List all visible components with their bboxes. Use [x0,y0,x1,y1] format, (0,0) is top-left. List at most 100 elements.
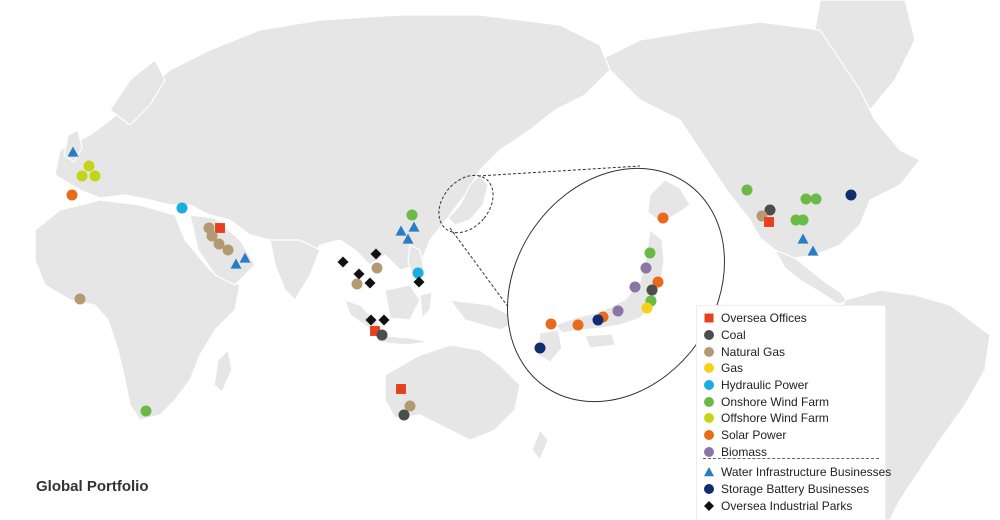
marker-biomass [629,281,641,293]
marker-natgas [74,293,86,305]
legend-item-onshore: Onshore Wind Farm [703,394,829,410]
land-sulawesi [419,291,433,320]
marker-coal [398,409,410,421]
inset-land [537,179,691,363]
map-markers [66,146,857,421]
marker-onshore [140,405,152,417]
legend-natgas-icon [704,347,714,357]
land-new-zealand [531,428,549,462]
marker-water [797,233,809,244]
marker-biomass [640,262,652,274]
land-central-america [773,248,850,305]
marker-offshore [89,170,101,182]
marker-water [408,221,420,232]
marker-park [365,314,377,326]
marker-solar [652,276,664,288]
inset-hokkaido [647,179,691,223]
land-india [269,239,321,301]
land-sumatra [344,299,381,331]
land-madagascar [213,348,233,393]
marker-coal [764,204,776,216]
legend-label: Storage Battery Businesses [721,482,870,496]
legend-item-coal: Coal [703,327,746,343]
land-north-america [598,21,921,259]
legend: Oversea Offices Coal Natural Gas Gas Hydraul… [697,306,891,520]
marker-water [239,252,251,263]
legend-item-gas: Gas [703,360,743,376]
marker-hydro [176,202,188,214]
legend-separator [703,458,879,459]
marker-water [807,245,819,256]
legend-solar-icon [704,430,714,440]
marker-offshore [76,170,88,182]
marker-natgas [206,230,218,242]
marker-onshore [797,214,809,226]
marker-hydro [412,267,424,279]
land-java [374,334,431,346]
land-japan [447,174,489,226]
legend-offshore-icon [704,413,714,423]
marker-battery [845,189,857,201]
legend-label: Oversea Offices [721,311,807,325]
legend-item-natgas: Natural Gas [703,344,785,360]
marker-onshore [644,247,656,259]
legend-park-icon [704,501,714,511]
marker-park [378,314,390,326]
land-scandinavia [109,59,166,126]
marker-park [364,277,376,289]
marker-natgas [213,238,225,250]
marker-natgas [404,400,416,412]
legend-label: Oversea Industrial Parks [721,499,853,513]
legend-label: Biomass [721,445,768,459]
marker-battery [534,342,546,354]
legend-label: Gas [721,361,744,375]
marker-coal [376,329,388,341]
legend-hydro-icon [704,380,714,390]
inset-connector-top [477,165,641,177]
legend-item-offshore: Offshore Wind Farm [703,410,829,426]
land-borneo [384,284,421,321]
legend-label: Hydraulic Power [721,378,809,392]
land-masses [34,0,991,520]
marker-water [395,225,407,236]
marker-natgas [351,278,363,290]
marker-water [67,146,79,157]
marker-coal [646,284,658,296]
marker-onshore [406,209,418,221]
marker-solar [545,318,557,330]
legend-item-hydro: Hydraulic Power [703,377,808,393]
marker-water [402,233,414,244]
marker-office [764,217,774,227]
marker-office [370,326,380,336]
legend-label: Natural Gas [721,345,786,359]
japan-highlight-ellipse [438,174,494,234]
marker-onshore [741,184,753,196]
marker-solar [572,319,584,331]
marker-gas [641,302,653,314]
legend-item-water: Water Infrastructure Businesses [703,464,891,480]
legend-label: Water Infrastructure Businesses [721,465,892,479]
legend-label: Onshore Wind Farm [721,395,830,409]
inset-connector-bottom [449,227,546,358]
marker-battery [592,314,604,326]
inset-shikoku [584,333,616,349]
page-title: Global Portfolio [36,478,149,495]
legend-item-biomass: Biomass [703,444,767,460]
marker-onshore [800,193,812,205]
marker-office [215,223,225,233]
japan-inset [438,165,725,403]
marker-offshore [83,160,95,172]
legend-label: Offshore Wind Farm [721,411,829,425]
legend-item-battery: Storage Battery Businesses [703,481,869,497]
legend-battery-icon [704,484,714,494]
legend-water-icon [704,467,714,477]
legend-gas-icon [704,363,714,373]
marker-water [230,258,242,269]
marker-office [396,384,406,394]
legend-coal-icon [704,330,714,340]
legend-item-office: Oversea Offices [703,310,807,326]
legend-item-solar: Solar Power [703,427,786,443]
land-eurasia [54,14,611,272]
marker-park [370,248,382,260]
